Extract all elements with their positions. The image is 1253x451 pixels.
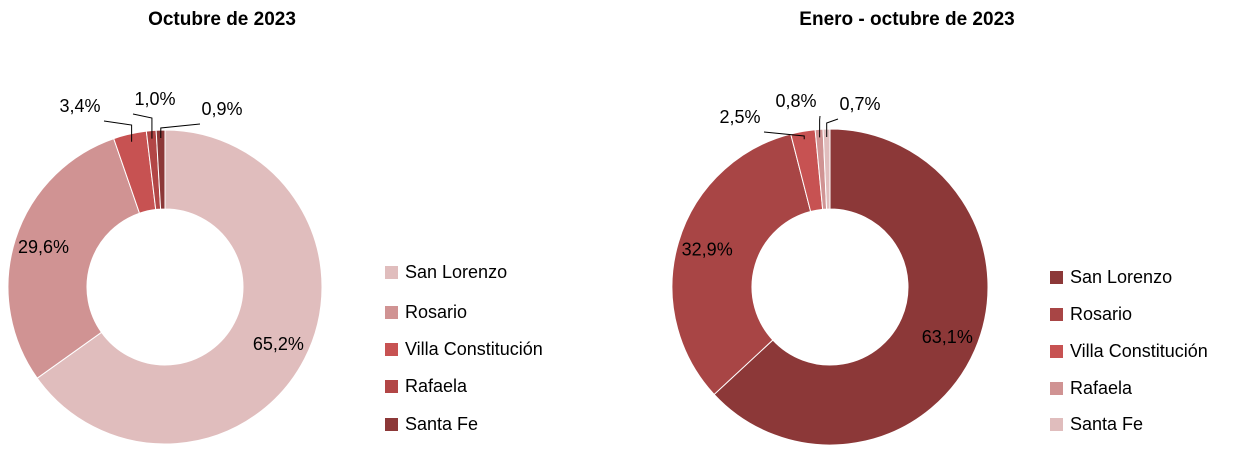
data-label: 2,5%: [719, 107, 760, 127]
legend-swatch: [1050, 418, 1063, 431]
legend-swatch: [385, 380, 398, 393]
legend-label: Santa Fe: [1070, 414, 1143, 434]
legend-swatch: [1050, 345, 1063, 358]
legend-swatch: [385, 266, 398, 279]
legend-label: San Lorenzo: [1070, 267, 1172, 287]
data-label: 3,4%: [59, 96, 100, 116]
legend-label: Rosario: [1070, 304, 1132, 324]
legend-swatch: [1050, 271, 1063, 284]
chart-title: Octubre de 2023: [148, 9, 296, 30]
data-label: 65,2%: [253, 334, 304, 354]
leader-line: [763, 131, 805, 140]
leader-line: [132, 113, 153, 139]
legend-label: Rafaela: [1070, 378, 1133, 398]
donut-slice: [671, 133, 812, 396]
leader-line: [160, 123, 201, 139]
leader-line: [826, 118, 839, 138]
legend-swatch: [1050, 382, 1063, 395]
donut-slice: [7, 137, 141, 379]
legend-swatch: [1050, 308, 1063, 321]
legend-label: Villa Constitución: [405, 339, 543, 359]
legend-swatch: [385, 418, 398, 431]
donut-slice: [713, 128, 989, 446]
data-label: 63,1%: [922, 327, 973, 347]
legend-swatch: [385, 343, 398, 356]
donut-slice: [36, 129, 323, 445]
legend-swatch: [385, 306, 398, 319]
data-label: 32,9%: [682, 240, 733, 260]
chart-title: Enero - octubre de 2023: [799, 9, 1014, 30]
donut-slice: [155, 129, 166, 210]
legend-label: Rosario: [405, 302, 467, 322]
data-label: 0,7%: [839, 94, 880, 114]
legend-label: Rafaela: [405, 376, 468, 396]
data-label: 29,6%: [18, 237, 69, 257]
data-label: 0,8%: [775, 91, 816, 111]
legend-label: Santa Fe: [405, 414, 478, 434]
legend-label: San Lorenzo: [405, 262, 507, 282]
data-label: 0,9%: [201, 99, 242, 119]
data-label: 1,0%: [134, 89, 175, 109]
legend-label: Villa Constitución: [1070, 341, 1208, 361]
leader-line: [103, 120, 133, 142]
donut-slice: [822, 128, 831, 210]
